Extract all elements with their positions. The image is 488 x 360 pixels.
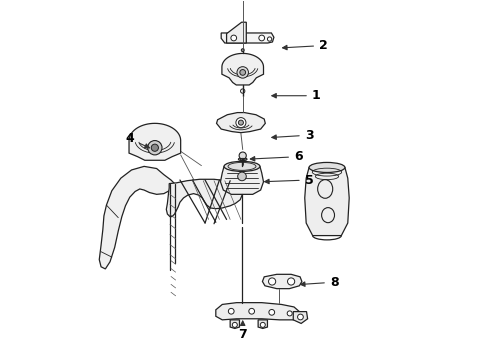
Text: 8: 8 [300, 276, 338, 289]
Ellipse shape [308, 162, 344, 172]
Circle shape [235, 118, 245, 128]
Circle shape [232, 322, 237, 327]
Polygon shape [215, 303, 299, 320]
Circle shape [267, 37, 271, 41]
Text: 7: 7 [238, 321, 246, 341]
Circle shape [258, 35, 264, 41]
Polygon shape [166, 179, 242, 217]
Circle shape [297, 314, 303, 320]
Circle shape [238, 120, 243, 125]
Text: 1: 1 [271, 89, 320, 102]
Polygon shape [99, 166, 174, 269]
Circle shape [228, 309, 234, 314]
Text: 5: 5 [264, 174, 313, 186]
Circle shape [260, 322, 265, 327]
Circle shape [151, 144, 158, 151]
Ellipse shape [238, 158, 246, 161]
Polygon shape [129, 123, 180, 160]
Polygon shape [262, 274, 301, 289]
Polygon shape [258, 320, 267, 328]
Ellipse shape [224, 161, 260, 171]
Circle shape [237, 172, 246, 181]
Circle shape [248, 309, 254, 314]
Polygon shape [230, 320, 239, 328]
Circle shape [239, 69, 245, 75]
Polygon shape [220, 166, 263, 194]
Circle shape [286, 311, 292, 316]
Polygon shape [221, 33, 273, 43]
Circle shape [239, 152, 246, 159]
Text: 3: 3 [271, 129, 313, 142]
Polygon shape [222, 53, 263, 85]
Text: 4: 4 [125, 132, 149, 148]
Circle shape [237, 67, 248, 78]
Polygon shape [226, 22, 246, 43]
Circle shape [230, 35, 236, 41]
Circle shape [268, 278, 275, 285]
Polygon shape [216, 113, 265, 133]
Text: 6: 6 [250, 150, 302, 163]
Circle shape [241, 49, 244, 51]
Text: 2: 2 [282, 39, 327, 52]
Polygon shape [293, 312, 307, 323]
Polygon shape [304, 167, 348, 235]
Circle shape [268, 310, 274, 315]
Circle shape [147, 140, 162, 155]
Circle shape [287, 278, 294, 285]
